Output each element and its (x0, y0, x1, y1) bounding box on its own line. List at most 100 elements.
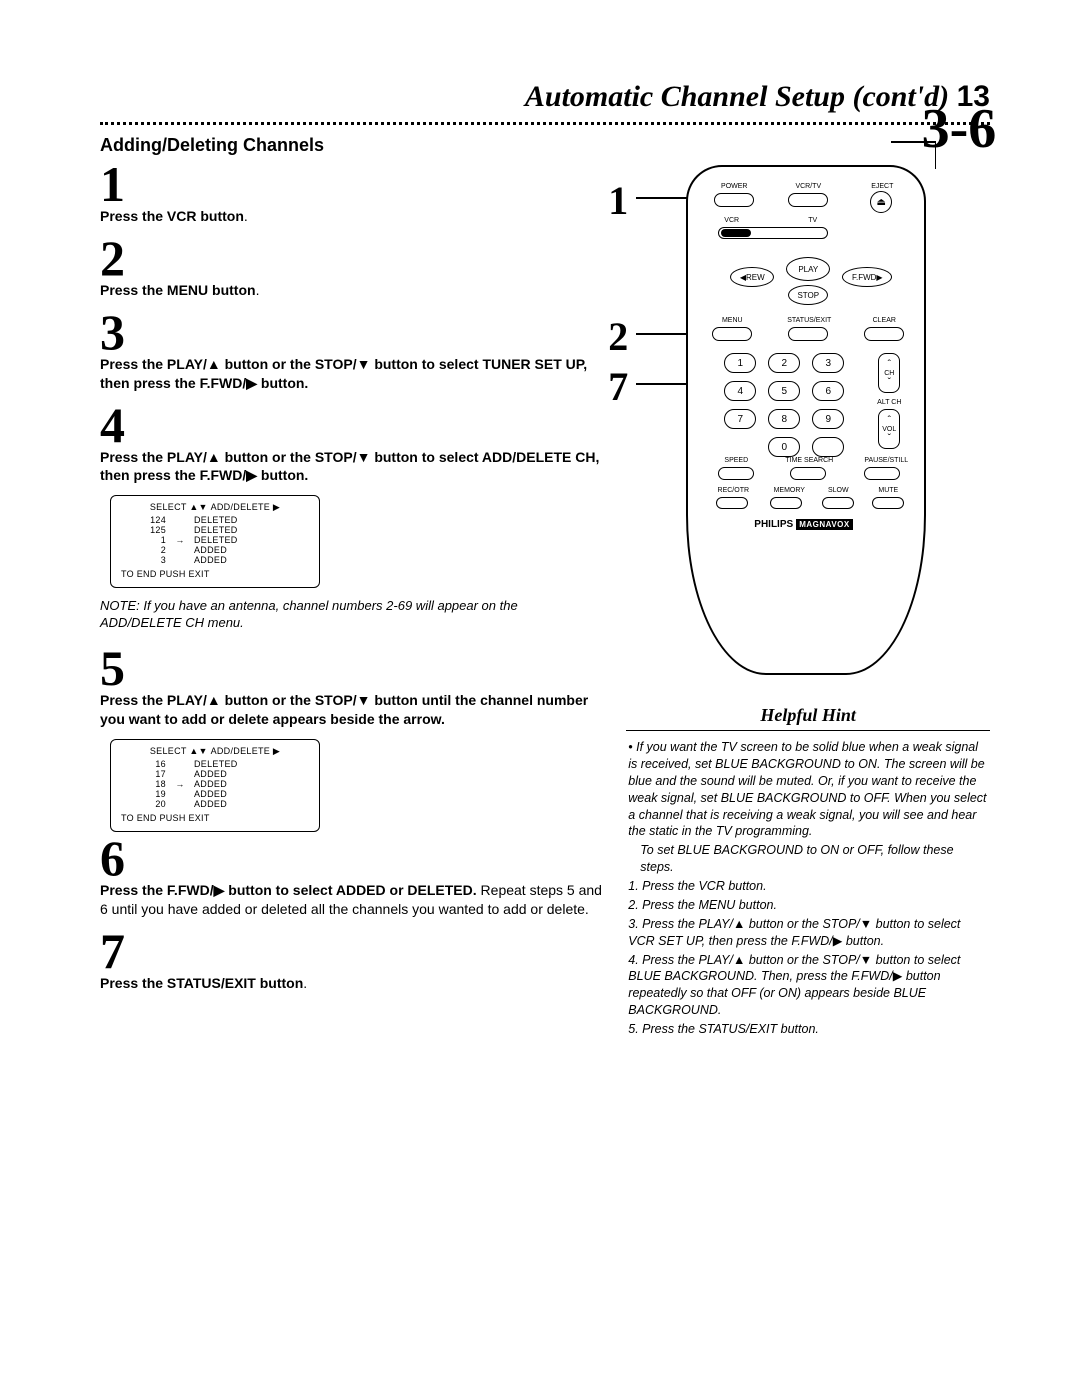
hint-item: 1. Press the VCR button. (628, 878, 990, 895)
osd-row: 17ADDED (121, 769, 309, 779)
osd-rows: 124DELETED125DELETED1→DELETED2ADDED3ADDE… (121, 515, 309, 565)
num-6-button: 6 (812, 381, 844, 401)
num-3-button: 3 (812, 353, 844, 373)
eject-button: ⏏ (870, 191, 892, 213)
step-2: 2 Press the MENU button. (100, 236, 602, 300)
callout-leader (636, 333, 688, 335)
step-text: Press the MENU button. (100, 281, 602, 300)
right-column: 3-6 1 2 7 POWER VCR/TV EJECT ⏏ (626, 135, 990, 1040)
num-5-button: 5 (768, 381, 800, 401)
remote-label: SPEED (716, 457, 756, 464)
step-number: 1 (100, 162, 602, 207)
osd-row: 18→ADDED (121, 779, 309, 789)
step-text: Press the PLAY/▲ button or the STOP/▼ bu… (100, 448, 602, 486)
timesearch-button (790, 467, 826, 480)
pause-button (864, 467, 900, 480)
num-4-button: 4 (724, 381, 756, 401)
step-text: Press the PLAY/▲ button or the STOP/▼ bu… (100, 691, 602, 729)
num-9-button: 9 (812, 409, 844, 429)
remote-label: REC/OTR (710, 487, 756, 494)
remote-label: VCR (724, 217, 739, 224)
mute-button (872, 497, 904, 509)
callout-1: 1 (608, 177, 628, 224)
step-note: NOTE: If you have an antenna, channel nu… (100, 598, 602, 632)
step-text: Press the F.FWD/▶ button to select ADDED… (100, 881, 602, 919)
remote-label: VCR/TV (788, 183, 828, 190)
speed-button (718, 467, 754, 480)
remote-label: PAUSE/STILL (856, 457, 916, 464)
hint-item: 3. Press the PLAY/▲ button or the STOP/▼… (628, 916, 990, 950)
remote-label: TIME SEARCH (774, 457, 844, 464)
step-6: 6 Press the F.FWD/▶ button to select ADD… (100, 836, 602, 919)
osd-header: SELECT ▲▼ ADD/DELETE ▶ (121, 746, 309, 757)
step-3: 3 Press the PLAY/▲ button or the STOP/▼ … (100, 310, 602, 393)
callout-leader (891, 141, 936, 143)
ch-rocker: ˆCHˇ (878, 353, 900, 393)
remote-label: CLEAR (864, 317, 904, 324)
hint-lead: To set BLUE BACKGROUND to ON or OFF, fol… (628, 842, 990, 876)
osd-screen-2: SELECT ▲▼ ADD/DELETE ▶ 16DELETED17ADDED1… (110, 739, 320, 832)
callout-leader (636, 383, 688, 385)
ffwd-button: F.FWD ▶ (842, 267, 892, 287)
vcr-tv-button (788, 193, 828, 207)
osd-footer: TO END PUSH EXIT (121, 569, 309, 579)
stop-button: STOP (788, 285, 828, 305)
step-number: 4 (100, 403, 602, 448)
num-7-button: 7 (724, 409, 756, 429)
step-number: 7 (100, 929, 602, 974)
callout-2: 2 (608, 313, 628, 360)
remote-label: MEMORY (766, 487, 812, 494)
step-text: Press the PLAY/▲ button or the STOP/▼ bu… (100, 355, 602, 393)
hint-title: Helpful Hint (626, 705, 990, 726)
memory-button (770, 497, 802, 509)
remote-label: MUTE (868, 487, 908, 494)
clear-button (864, 327, 904, 341)
play-button: PLAY (786, 257, 830, 281)
remote-label: TV (808, 217, 817, 224)
remote-body: POWER VCR/TV EJECT ⏏ VCR TV PLAY ◀ REW (686, 165, 926, 675)
step-1: 1 Press the VCR button. (100, 162, 602, 226)
step-number: 5 (100, 646, 602, 691)
vol-rocker: ˆVOLˇ (878, 409, 900, 449)
left-column: Adding/Deleting Channels 1 Press the VCR… (100, 135, 602, 1040)
hint-item: 2. Press the MENU button. (628, 897, 990, 914)
status-exit-button (788, 327, 828, 341)
altch-button (812, 437, 844, 457)
remote-label: POWER (714, 183, 754, 190)
menu-button (712, 327, 752, 341)
osd-row: 2ADDED (121, 545, 309, 555)
step-number: 3 (100, 310, 602, 355)
osd-row: 16DELETED (121, 759, 309, 769)
osd-row: 124DELETED (121, 515, 309, 525)
num-0-button: 0 (768, 437, 800, 457)
callout-leader (636, 197, 688, 199)
slow-button (822, 497, 854, 509)
step-4: 4 Press the PLAY/▲ button or the STOP/▼ … (100, 403, 602, 486)
callout-leader (935, 141, 937, 169)
step-number: 6 (100, 836, 602, 881)
remote-label: STATUS/EXIT (774, 317, 844, 324)
columns: Adding/Deleting Channels 1 Press the VCR… (100, 135, 990, 1040)
step-5: 5 Press the PLAY/▲ button or the STOP/▼ … (100, 646, 602, 729)
osd-footer: TO END PUSH EXIT (121, 813, 309, 823)
hint-divider (626, 730, 990, 731)
num-8-button: 8 (768, 409, 800, 429)
callout-3-6: 3-6 (922, 97, 997, 161)
step-number: 2 (100, 236, 602, 281)
power-button (714, 193, 754, 207)
step-text: Press the STATUS/EXIT button. (100, 974, 602, 993)
brand-logo: PHILIPSMAGNAVOX (754, 519, 852, 530)
osd-row: 19ADDED (121, 789, 309, 799)
rew-button: ◀ REW (730, 267, 774, 287)
section-title: Adding/Deleting Channels (100, 135, 602, 156)
hint-body: If you want the TV screen to be solid bl… (626, 739, 990, 1038)
header-divider (100, 122, 990, 125)
step-7: 7 Press the STATUS/EXIT button. (100, 929, 602, 993)
osd-row: 1→DELETED (121, 535, 309, 545)
remote-label: ALT CH (874, 399, 904, 406)
osd-rows: 16DELETED17ADDED18→ADDED19ADDED20ADDED (121, 759, 309, 809)
callout-7: 7 (608, 363, 628, 410)
step-text: Press the VCR button. (100, 207, 602, 226)
remote-label: EJECT (862, 183, 902, 190)
num-1-button: 1 (724, 353, 756, 373)
